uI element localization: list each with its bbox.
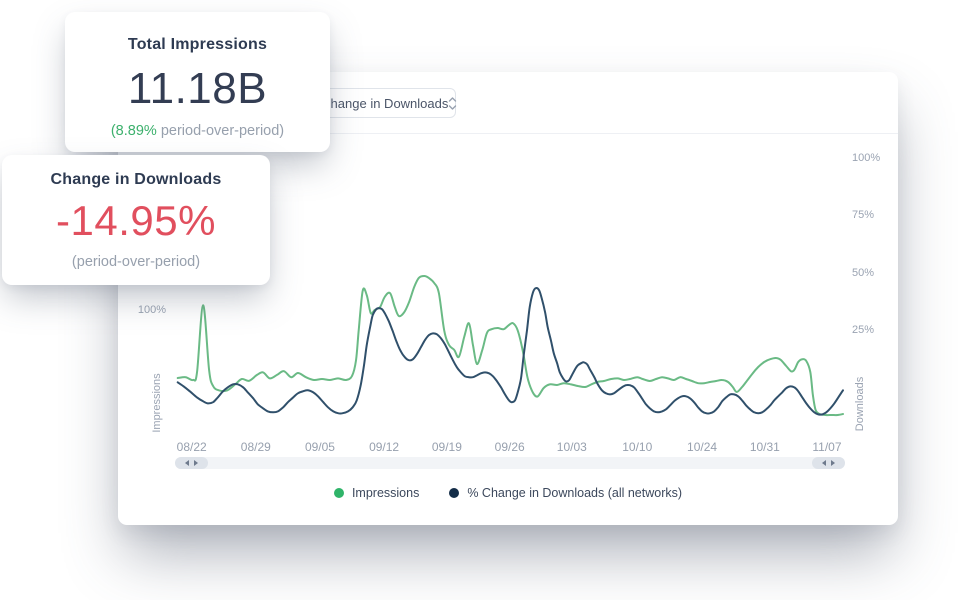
left-axis-tick-label: 100% <box>137 303 166 316</box>
chevron-up-down-icon <box>448 96 457 111</box>
change-in-downloads-value: -14.95% <box>56 197 216 244</box>
right-triangle-icon <box>831 460 835 466</box>
left-axis-title: Impressions <box>151 373 163 433</box>
x-axis-tick-label: 09/19 <box>431 440 462 454</box>
x-axis-tick-label: 10/03 <box>556 440 587 454</box>
chart-legend: Impressions % Change in Downloads (all ne… <box>118 486 898 500</box>
x-axis-tick-label: 08/29 <box>240 440 271 454</box>
change-in-downloads-card: Change in Downloads -14.95% (period-over… <box>2 155 270 285</box>
right-axis-tick-label: 50% <box>852 266 875 279</box>
right-axis-tick-label: 100% <box>852 151 881 164</box>
right-axis-tick-label: 75% <box>852 209 875 222</box>
card-title: Total Impressions <box>127 36 268 53</box>
right-triangle-icon <box>194 460 198 466</box>
delta-percent: (8.89% <box>110 123 157 139</box>
card-title: Change in Downloads <box>50 171 222 188</box>
right-axis-title: Downloads <box>854 376 866 432</box>
right-axis-tick-label: 25% <box>852 323 875 336</box>
left-triangle-icon <box>822 460 826 466</box>
x-axis-tick-label: 10/10 <box>622 440 653 454</box>
legend-dot-icon <box>449 488 460 498</box>
scrollbar-right-handle[interactable] <box>812 457 845 469</box>
x-axis-tick-label: 08/22 <box>176 440 207 454</box>
total-impressions-card: Total Impressions 11.18B (8.89% period-o… <box>65 12 330 152</box>
series-line-change-in-downloads-all-networks <box>176 287 844 416</box>
series-line-impressions <box>176 275 844 417</box>
scrollbar-left-handle[interactable] <box>175 457 208 469</box>
x-axis-tick-label: 10/24 <box>687 440 718 454</box>
left-triangle-icon <box>185 460 189 466</box>
legend-dot-icon <box>333 488 344 498</box>
legend-label: Impressions <box>351 486 420 500</box>
metric-select-value: % Change in Downloads <box>306 95 449 111</box>
chart-scrollbar-track[interactable] <box>175 457 845 469</box>
legend-label: % Change in Downloads (all networks) <box>467 486 683 500</box>
period-over-period-caption: (period-over-period) <box>71 254 201 270</box>
x-axis-tick-label: 09/26 <box>494 440 525 454</box>
x-axis-tick-label: 11/07 <box>812 440 842 454</box>
x-axis-tick-label: 10/31 <box>749 440 780 454</box>
legend-item-change-in-downloads-all-networks[interactable]: % Change in Downloads (all networks) <box>449 486 682 500</box>
x-axis-tick-label: 09/05 <box>304 440 335 454</box>
line-chart-plot <box>176 275 844 417</box>
period-over-period-delta: (8.89% period-over-period) <box>65 123 330 139</box>
total-impressions-value: 11.18B <box>127 64 268 113</box>
delta-caption: period-over-period) <box>156 123 285 139</box>
x-axis-tick-label: 09/12 <box>369 440 400 454</box>
panel-divider <box>118 133 898 134</box>
legend-item-impressions[interactable]: Impressions <box>333 486 420 500</box>
dashboard-panel: % Change in Downloads 100% 100% 75% 50% 25%… <box>118 72 898 525</box>
